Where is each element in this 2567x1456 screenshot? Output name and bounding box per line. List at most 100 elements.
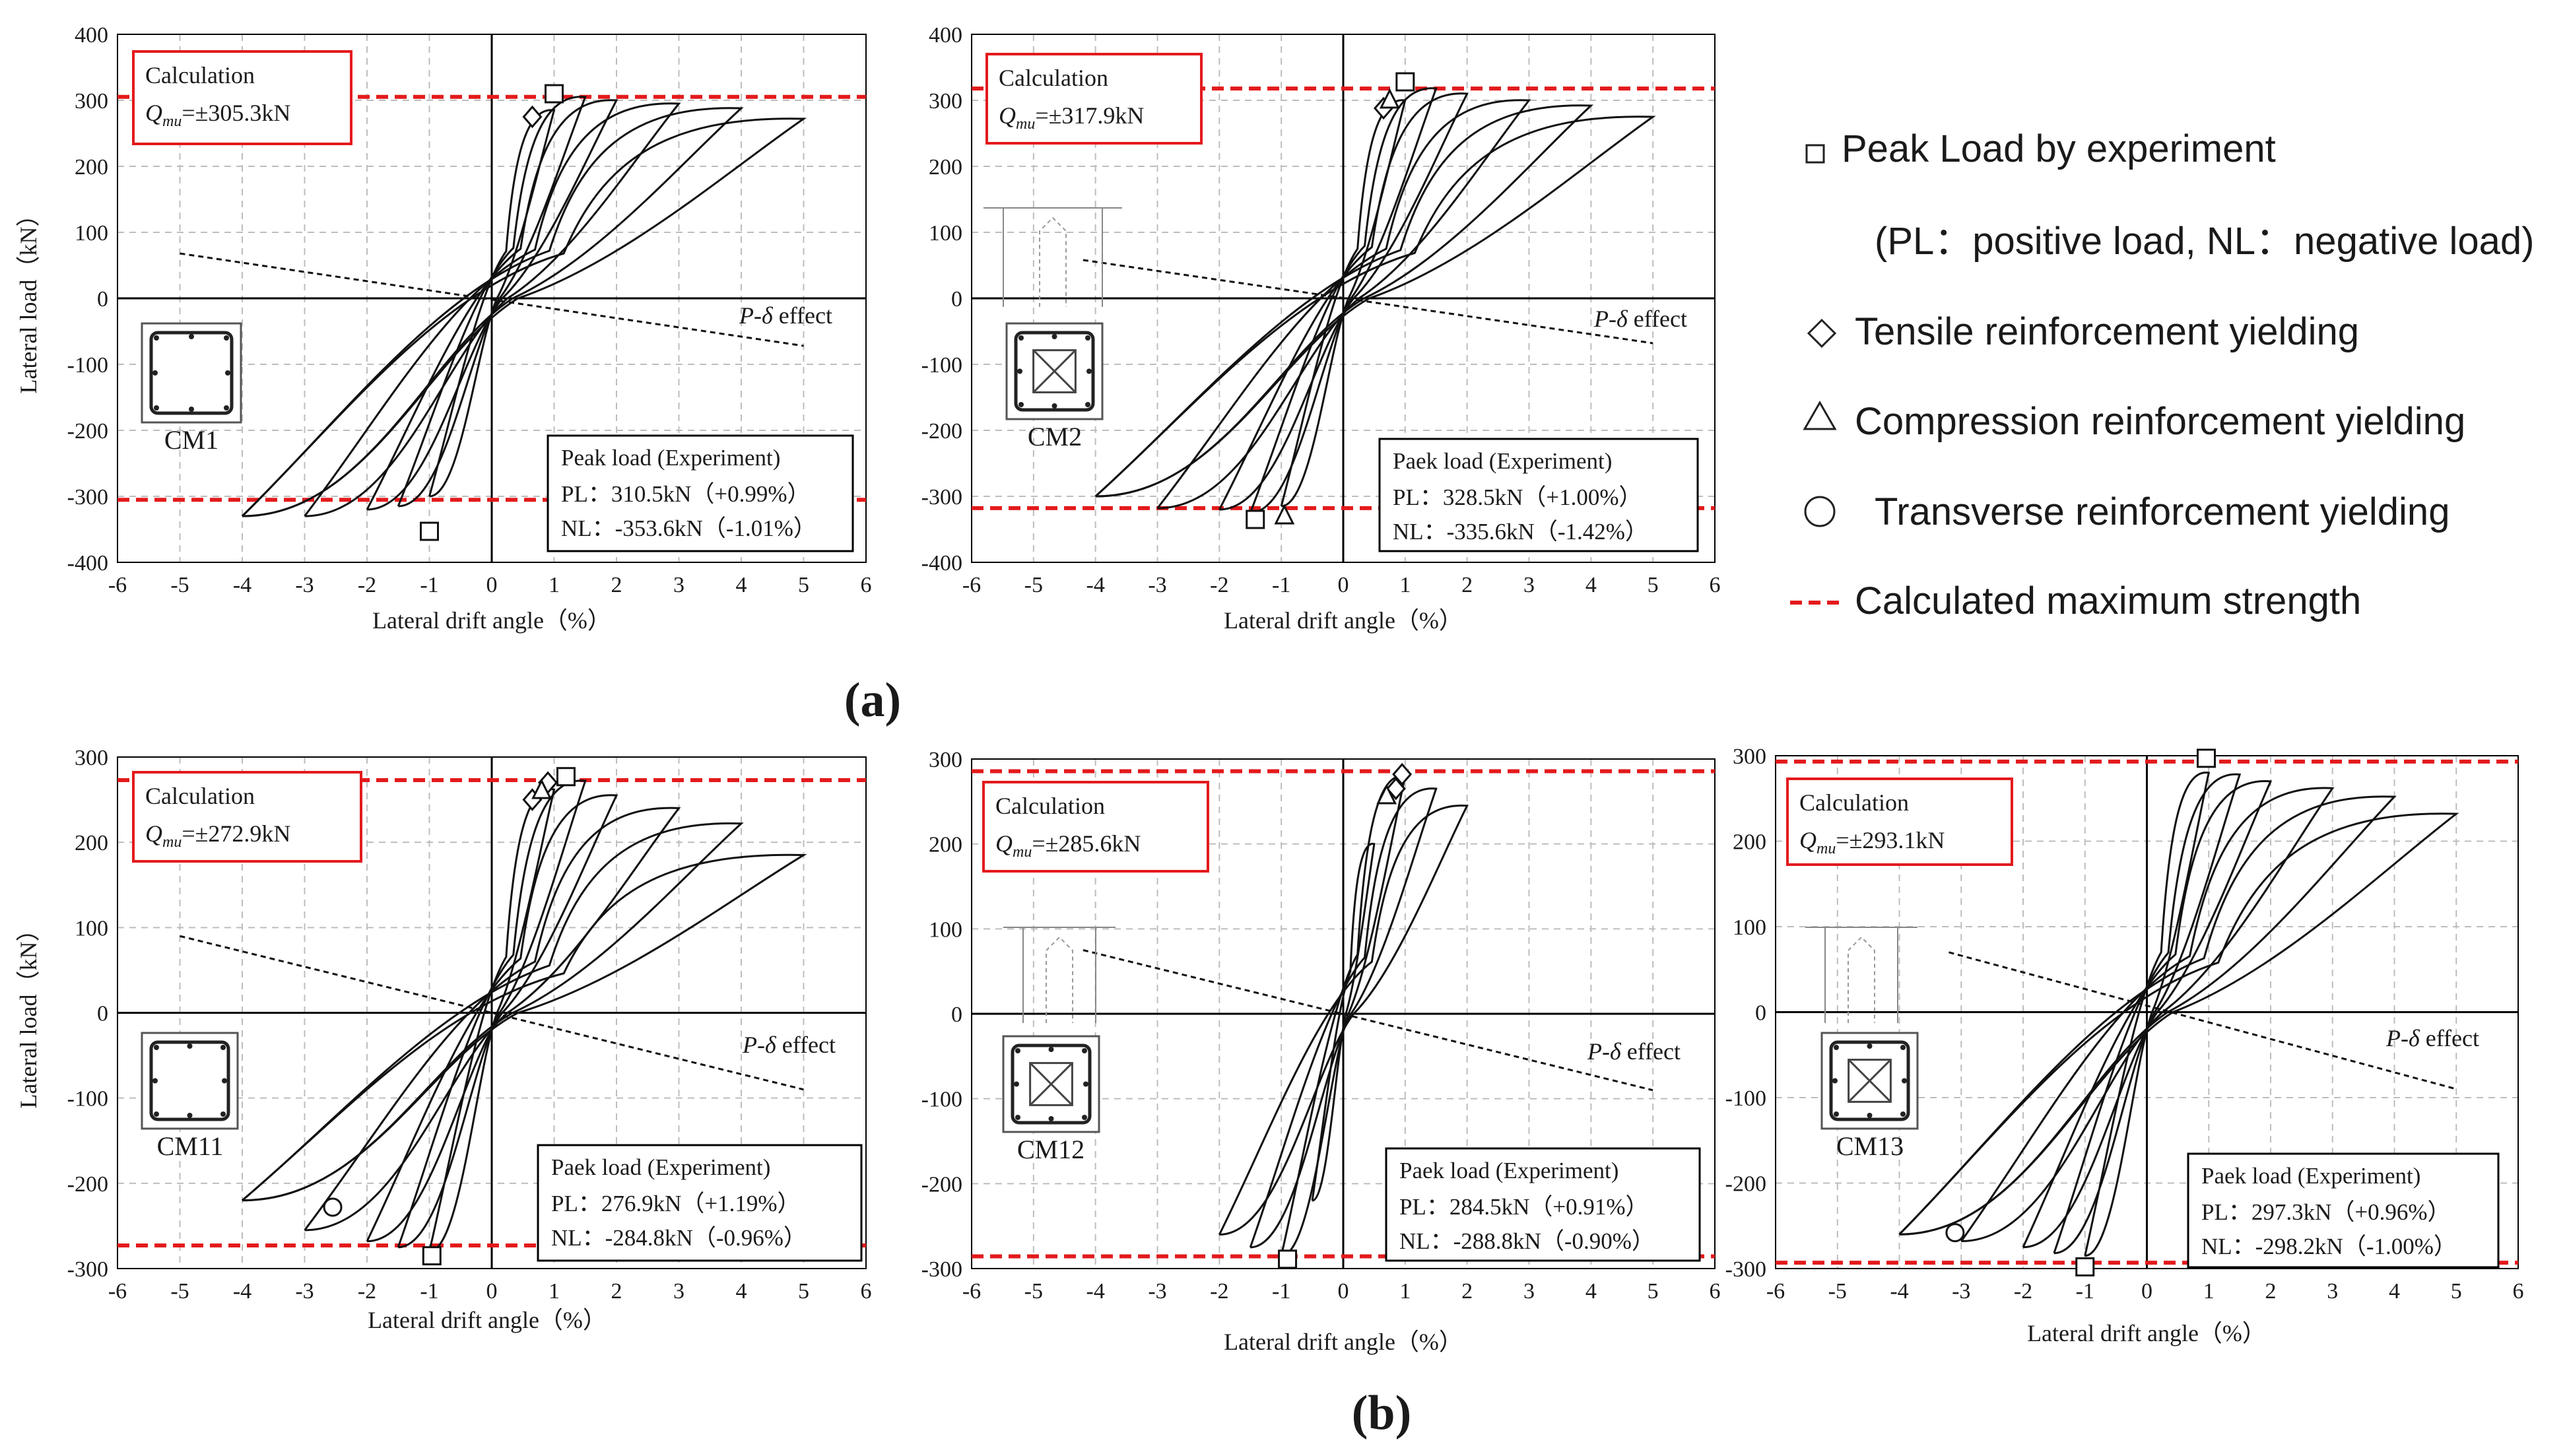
peak-load-box bbox=[1385, 1147, 1701, 1262]
x-tick-label: 1 bbox=[549, 573, 560, 597]
calc-box bbox=[132, 50, 352, 145]
x-axis-label: Lateral drift angle（%） bbox=[2027, 1320, 2266, 1346]
chart-cm11: -6 -5 -4 -3 -2 -1 0 1 2 3 4 5 6 -300 -200 -100 0 100 200 30… bbox=[15, 746, 872, 1333]
section-rebar bbox=[1015, 1115, 1020, 1120]
tensile-yield-marker bbox=[1385, 777, 1406, 801]
hysteresis-loop bbox=[1218, 805, 1469, 1236]
section-rebar bbox=[1083, 1081, 1088, 1087]
section-rebar bbox=[1051, 403, 1057, 409]
legend-item-pl-nl: (PL：positive load, NL：negative load) bbox=[1875, 220, 2534, 263]
y-tick-label: -200 bbox=[921, 1172, 962, 1197]
section-core-box bbox=[1032, 349, 1077, 393]
section-rebar bbox=[154, 405, 159, 411]
pdelta-label: P-δ effect bbox=[742, 1032, 836, 1058]
x-tick-label: 5 bbox=[1648, 573, 1659, 597]
peak-load-box bbox=[1378, 438, 1699, 552]
x-tick-label: -1 bbox=[420, 573, 438, 597]
hysteresis-loops bbox=[1898, 772, 2459, 1257]
y-tick-label: -200 bbox=[1725, 1172, 1766, 1197]
compression-yield-marker bbox=[1379, 88, 1400, 109]
chart-cm1: -6 -5 -4 -3 -2 -1 0 1 2 3 4 5 6 -400 -300 -200 -100 0 100 2… bbox=[15, 23, 872, 634]
x-axis-label: Lateral drift angle（%） bbox=[372, 607, 611, 634]
section-hoop bbox=[1011, 1043, 1092, 1125]
section-rebar bbox=[1051, 334, 1057, 339]
x-tick-label: -4 bbox=[1086, 1279, 1105, 1304]
legend: Peak Load by experiment (PL：positive loa… bbox=[1790, 127, 2534, 622]
hysteresis-loop bbox=[366, 794, 618, 1243]
x-axis-label: Lateral drift angle（%） bbox=[1224, 1329, 1463, 1355]
x-tick-label: 4 bbox=[736, 573, 747, 597]
tensile-yield-marker bbox=[1392, 762, 1413, 786]
pdelta-label: P-δ effect bbox=[2385, 1025, 2479, 1051]
hysteresis-loop bbox=[1898, 795, 2397, 1236]
y-tick-label: 100 bbox=[1733, 915, 1766, 940]
y-tick-label: -400 bbox=[67, 551, 108, 576]
section-rebar bbox=[224, 335, 229, 341]
section-rebar bbox=[1085, 402, 1090, 407]
specimen-label: CM2 bbox=[1028, 422, 1082, 451]
column-core-outline bbox=[1046, 936, 1073, 1023]
section-rebar bbox=[1018, 335, 1024, 341]
section-rebar bbox=[1018, 402, 1024, 407]
x-tick-label: 3 bbox=[1523, 573, 1535, 597]
section-rebar bbox=[154, 1111, 159, 1117]
hysteresis-loop bbox=[1218, 92, 1469, 511]
section-rebar bbox=[1867, 1043, 1873, 1049]
x-tick-label: -2 bbox=[358, 1279, 376, 1304]
x-tick-label: -3 bbox=[1148, 573, 1166, 597]
legend-item-calculated: Calculated maximum strength bbox=[1855, 579, 2361, 622]
peak-load-nl: NL：-353.6kN（-1.01%） bbox=[561, 515, 817, 541]
legend-diamond-icon bbox=[1807, 318, 1837, 348]
hysteresis-loops bbox=[242, 779, 807, 1253]
peak-load-pl: PL：310.5kN（+0.99%） bbox=[561, 481, 811, 507]
y-tick-label: 100 bbox=[929, 917, 962, 942]
pdelta-line bbox=[1083, 949, 1653, 1092]
specimen-label: CM12 bbox=[1017, 1135, 1084, 1164]
calc-box-value: Qmu=±285.6kN bbox=[995, 830, 1141, 861]
peak-load-nl: NL：-335.6kN（-1.42%） bbox=[1393, 519, 1648, 545]
section-hoop bbox=[1829, 1040, 1910, 1121]
y-tick-label: 300 bbox=[929, 89, 962, 114]
peak-load-marker bbox=[1278, 1249, 1298, 1269]
compression-yield-marker bbox=[531, 778, 552, 799]
x-tick-label: 1 bbox=[1399, 573, 1411, 597]
x-tick-label: 2 bbox=[611, 1279, 622, 1304]
x-axis-label: Lateral drift angle（%） bbox=[368, 1307, 607, 1333]
y-tick-label: -100 bbox=[67, 353, 108, 378]
section-rebar bbox=[152, 370, 158, 376]
specimen-label: CM11 bbox=[157, 1131, 224, 1161]
y-tick-label: 0 bbox=[97, 287, 108, 312]
peak-load-marker bbox=[2197, 748, 2216, 768]
calc-box-value: Qmu=±305.3kN bbox=[145, 100, 290, 130]
section-rebar bbox=[1082, 1048, 1087, 1053]
x-tick-label: 5 bbox=[1648, 1279, 1659, 1304]
x-tick-label: -1 bbox=[420, 1279, 438, 1304]
hysteresis-loop bbox=[1156, 99, 1531, 510]
section-rebar bbox=[1902, 1078, 1907, 1084]
x-tick-label: -4 bbox=[1890, 1279, 1908, 1304]
x-tick-label: 1 bbox=[1399, 1279, 1411, 1304]
hysteresis-loop bbox=[1898, 812, 2459, 1236]
pdelta-label: P-δ effect bbox=[739, 302, 832, 329]
x-tick-label: -2 bbox=[1210, 1279, 1228, 1304]
hysteresis-loops bbox=[1094, 87, 1656, 514]
y-tick-label: 200 bbox=[75, 831, 108, 855]
section-rebar bbox=[1014, 1081, 1019, 1087]
calc-box-value: Qmu=±317.9kN bbox=[999, 102, 1144, 133]
y-tick-label: 300 bbox=[75, 89, 108, 114]
y-tick-label: 100 bbox=[75, 221, 108, 246]
section-rebar bbox=[1900, 1111, 1906, 1117]
section-rebar bbox=[189, 334, 194, 339]
y-tick-label: -200 bbox=[921, 419, 962, 444]
legend-triangle-icon bbox=[1803, 400, 1837, 430]
peak-load-pl: PL：284.5kN（+0.91%） bbox=[1399, 1194, 1649, 1220]
compression-yield-marker bbox=[1376, 783, 1397, 805]
x-tick-label: 3 bbox=[2327, 1279, 2338, 1304]
x-tick-label: 5 bbox=[798, 573, 809, 597]
group-label-a: (a) bbox=[844, 673, 901, 727]
calc-box-value: Qmu=±293.1kN bbox=[1799, 827, 1945, 857]
x-axis-label: Lateral drift angle（%） bbox=[1224, 607, 1463, 634]
peak-load-title: Paek load (Experiment) bbox=[1393, 448, 1612, 474]
x-tick-label: 4 bbox=[2389, 1279, 2400, 1304]
x-tick-label: 2 bbox=[2265, 1279, 2277, 1304]
